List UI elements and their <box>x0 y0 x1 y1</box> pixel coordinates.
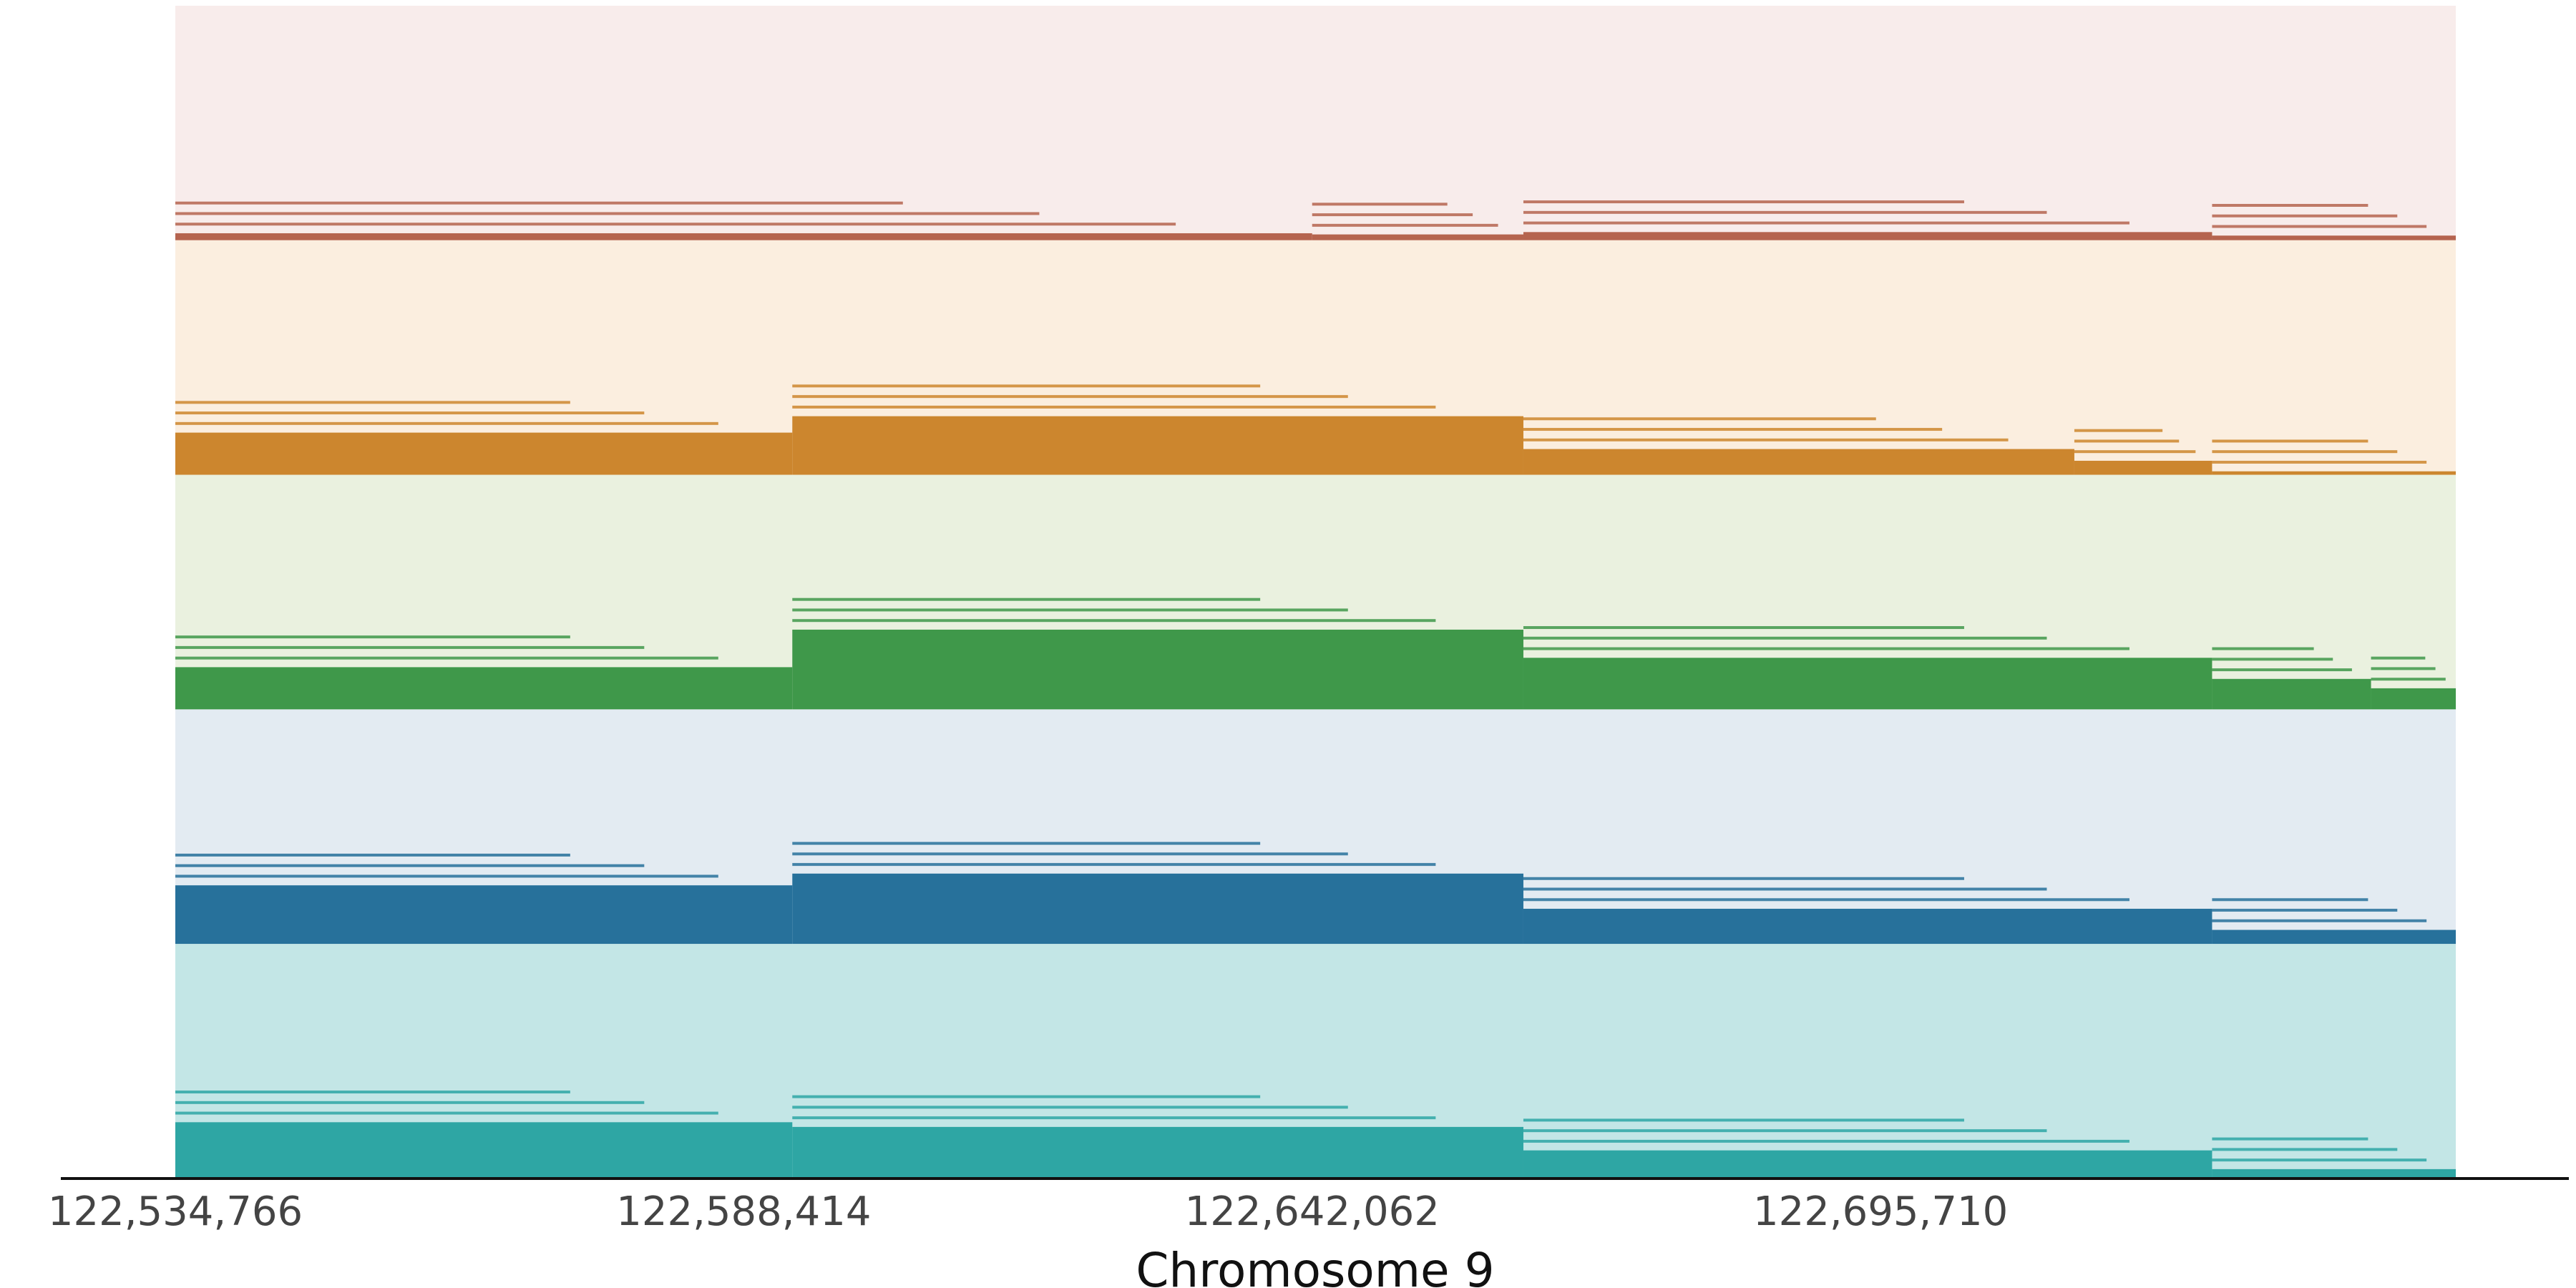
band-0-strand-3-2 <box>2212 214 2398 218</box>
band-1-segment-4 <box>2212 471 2456 475</box>
band-1-strand-1-3 <box>792 384 1261 388</box>
band-0-strand-2-2 <box>1523 210 2047 214</box>
x-tick-label-0: 122,534,766 <box>48 1189 303 1235</box>
band-1-segment-1 <box>792 416 1523 475</box>
band-3-strand-3-3 <box>2212 898 2368 902</box>
band-1-strand-4-1 <box>2212 460 2427 464</box>
band-2-strand-1-3 <box>792 597 1261 601</box>
band-1-strand-2-2 <box>1523 428 1943 431</box>
band-2-segment-2 <box>1523 658 2212 710</box>
band-3-strand-1-3 <box>792 841 1261 845</box>
band-4-segment-2 <box>1523 1150 2212 1179</box>
band-4-segment-0 <box>175 1122 793 1179</box>
band-2-strand-2-2 <box>1523 636 2047 640</box>
band-0-strand-3-1 <box>2212 225 2427 228</box>
band-1-strand-0-1 <box>175 421 718 425</box>
band-background-0 <box>175 6 2456 240</box>
band-2-strand-4-1 <box>2371 678 2446 681</box>
x-tick-label-1: 122,588,414 <box>616 1189 871 1235</box>
band-4-strand-0-2 <box>175 1101 645 1104</box>
band-0-strand-2-3 <box>1523 200 1964 204</box>
band-2-strand-4-3 <box>2371 656 2426 660</box>
band-1-strand-3-2 <box>2074 439 2180 443</box>
band-3-strand-1-1 <box>792 863 1436 867</box>
band-1-strand-2-3 <box>1523 417 1876 421</box>
x-axis-title: Chromosome 9 <box>1136 1243 1494 1288</box>
band-2-strand-3-3 <box>2212 647 2314 650</box>
band-1-segment-2 <box>1523 449 2074 475</box>
band-0-strand-0-3 <box>175 201 903 205</box>
band-4-segment-1 <box>792 1126 1523 1179</box>
x-tick-label-3: 122,695,710 <box>1753 1189 2008 1235</box>
band-3-strand-2-1 <box>1523 898 2129 902</box>
band-3-segment-0 <box>175 885 793 945</box>
band-1-strand-0-2 <box>175 411 645 415</box>
band-4-strand-1-3 <box>792 1095 1261 1098</box>
band-3-strand-3-1 <box>2212 919 2427 922</box>
band-4-strand-0-3 <box>175 1091 570 1094</box>
band-3-strand-2-3 <box>1523 877 1964 880</box>
band-2-strand-3-2 <box>2212 658 2333 661</box>
band-2-strand-2-3 <box>1523 626 1964 630</box>
band-3-strand-2-2 <box>1523 887 2047 891</box>
band-2-strand-1-1 <box>792 619 1436 623</box>
band-2-segment-4 <box>2371 688 2456 710</box>
band-2-strand-2-1 <box>1523 647 2129 650</box>
band-3-segment-1 <box>792 873 1523 945</box>
x-tick-label-2: 122,642,062 <box>1185 1189 1440 1235</box>
band-1-strand-4-3 <box>2212 439 2368 443</box>
band-0-strand-0-2 <box>175 212 1040 215</box>
band-3-segment-2 <box>1523 909 2212 945</box>
band-1-strand-1-2 <box>792 395 1348 399</box>
band-2-strand-1-2 <box>792 608 1348 612</box>
band-3-strand-1-2 <box>792 852 1348 856</box>
band-2-strand-0-1 <box>175 656 718 660</box>
band-4-segment-3 <box>2212 1169 2456 1179</box>
band-3-strand-0-1 <box>175 874 718 878</box>
band-1-segment-0 <box>175 432 793 475</box>
band-2-strand-3-1 <box>2212 668 2352 672</box>
band-2-segment-1 <box>792 629 1523 710</box>
band-0-strand-2-1 <box>1523 221 2129 225</box>
band-0-segment-3 <box>2212 235 2456 240</box>
band-3-strand-0-2 <box>175 864 645 867</box>
band-1-strand-0-3 <box>175 401 570 404</box>
band-2-segment-3 <box>2212 678 2371 710</box>
band-4-strand-3-1 <box>2212 1158 2427 1162</box>
band-4-strand-3-3 <box>2212 1137 2368 1141</box>
band-2-strand-0-3 <box>175 635 570 639</box>
band-4-strand-3-2 <box>2212 1148 2398 1151</box>
band-0-strand-1-1 <box>1312 223 1498 227</box>
band-4-strand-2-1 <box>1523 1139 2129 1143</box>
band-1-strand-1-1 <box>792 405 1436 409</box>
band-4-strand-1-2 <box>792 1106 1348 1109</box>
band-0-segment-1 <box>1312 234 1523 240</box>
band-1-strand-3-3 <box>2074 429 2163 432</box>
band-2-strand-4-2 <box>2371 667 2436 670</box>
band-4-strand-1-1 <box>792 1116 1436 1120</box>
x-axis-ticks: 122,534,766 122,588,414 122,642,062 122,695… <box>48 1189 2008 1235</box>
band-2-strand-0-2 <box>175 645 645 649</box>
band-1-strand-4-2 <box>2212 450 2398 454</box>
band-0-strand-1-2 <box>1312 213 1473 217</box>
band-0-segment-2 <box>1523 232 2212 240</box>
band-0-strand-0-1 <box>175 223 1176 226</box>
band-3-strand-0-3 <box>175 853 570 857</box>
band-0-segment-0 <box>175 233 1312 240</box>
band-0-strand-3-3 <box>2212 203 2368 207</box>
band-4-strand-2-3 <box>1523 1118 1964 1122</box>
band-3-segment-3 <box>2212 930 2456 945</box>
band-2-segment-0 <box>175 667 793 710</box>
band-4-strand-2-2 <box>1523 1129 2047 1133</box>
band-4-strand-0-1 <box>175 1111 718 1115</box>
band-1-strand-2-1 <box>1523 438 2009 441</box>
band-0-strand-1-3 <box>1312 203 1448 206</box>
band-1-strand-3-1 <box>2074 450 2196 454</box>
band-3-strand-3-2 <box>2212 909 2398 912</box>
band-1-segment-3 <box>2074 460 2212 475</box>
haplotype-bands <box>175 6 2456 1179</box>
